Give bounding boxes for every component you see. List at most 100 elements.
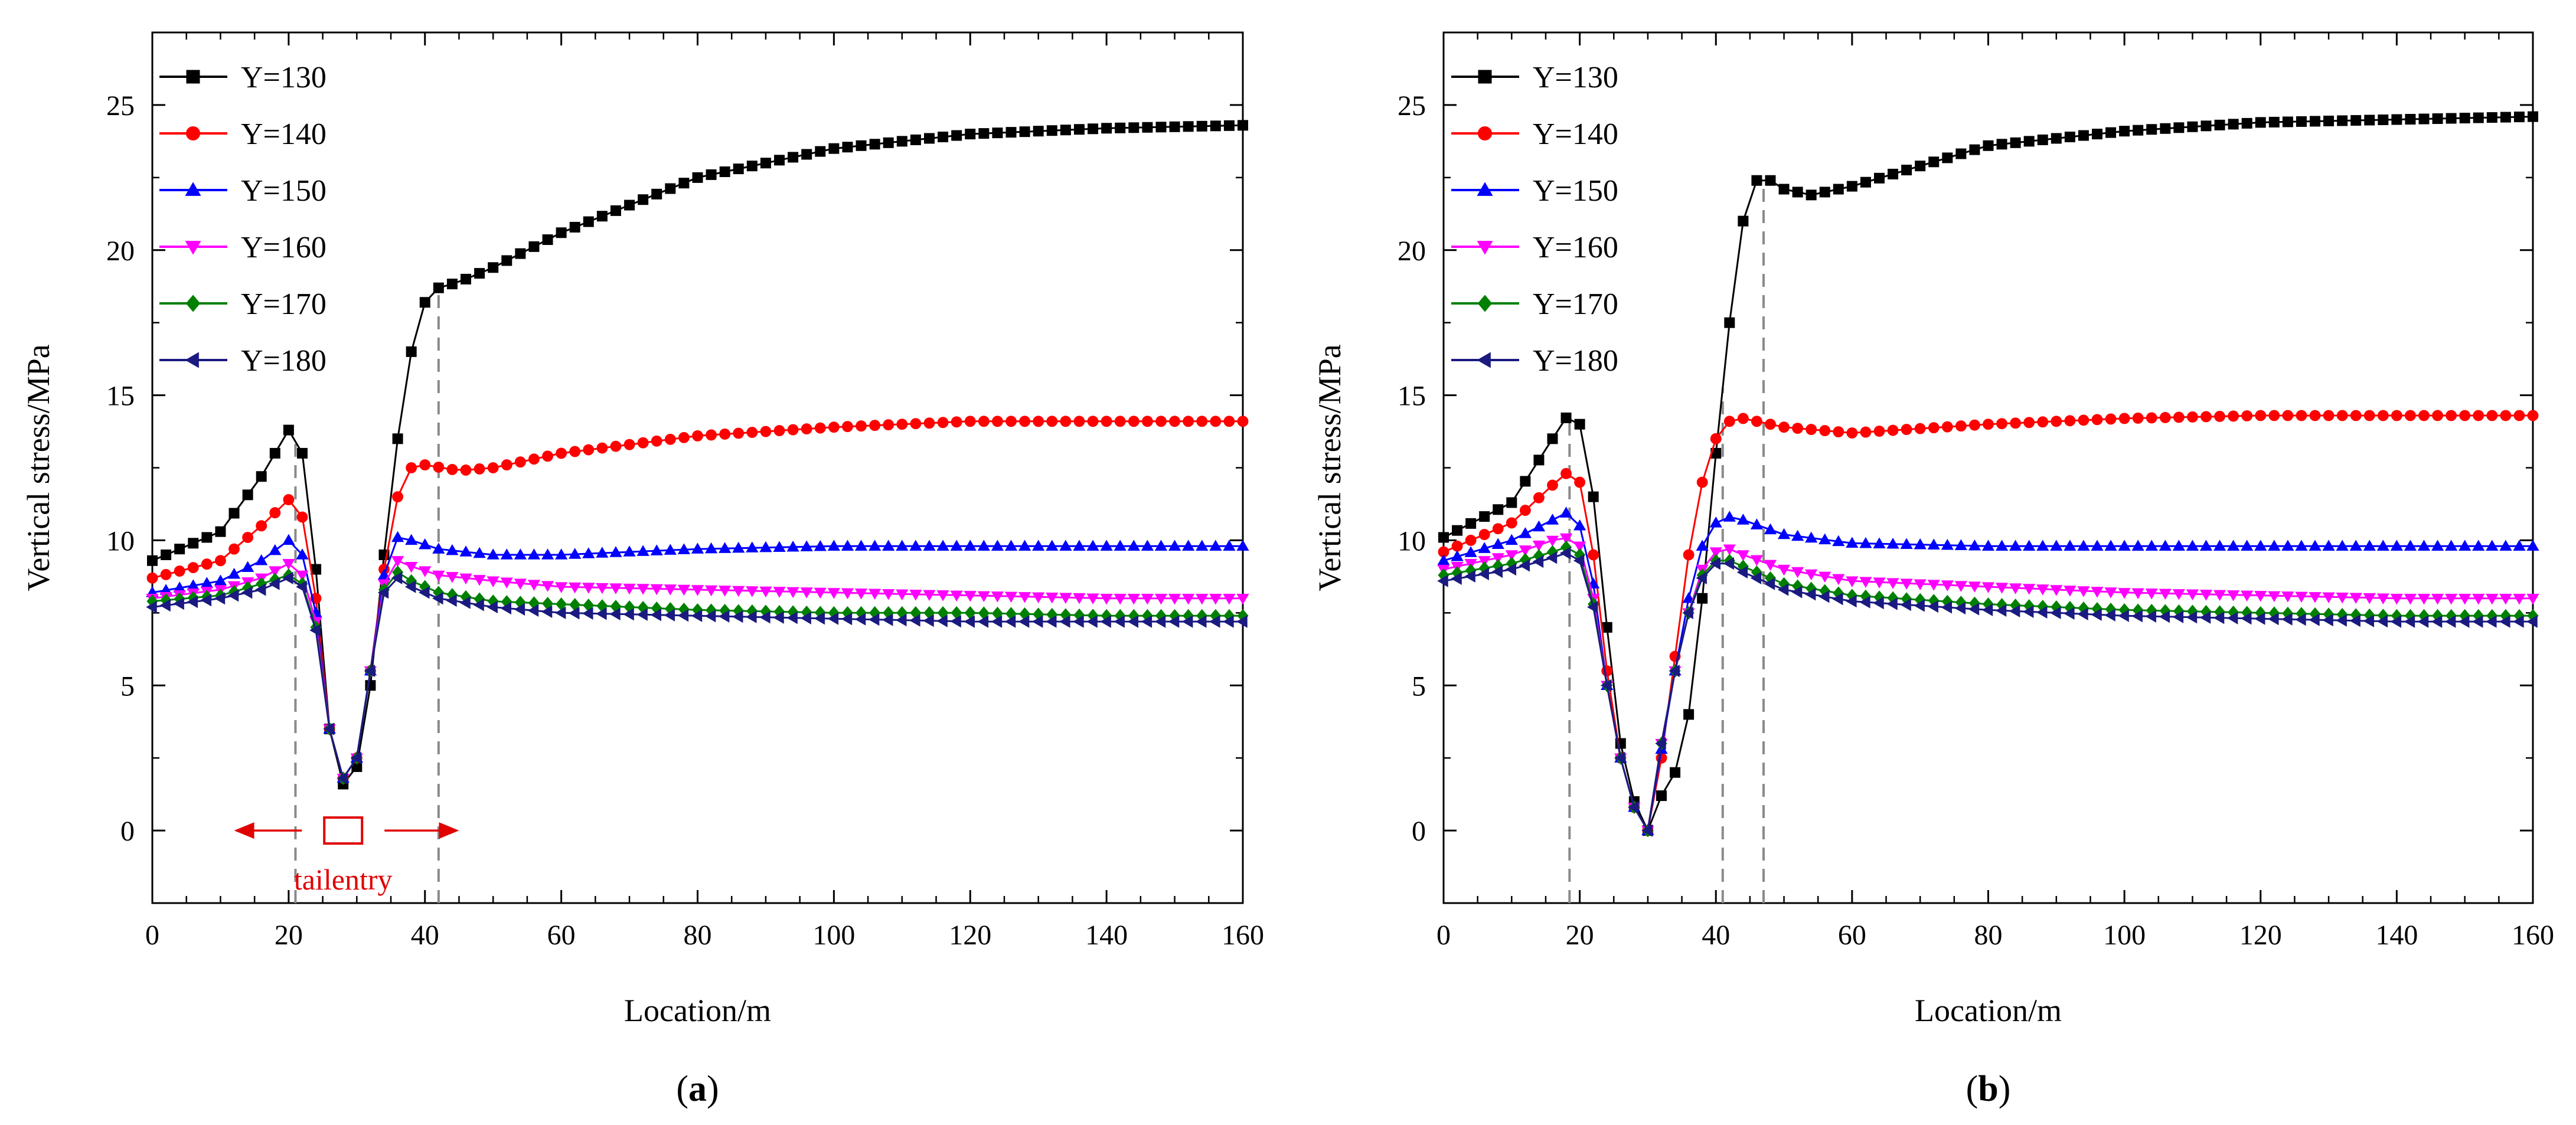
panel-a-data-point-Y=180 [254,583,266,596]
panel-a-data-point-Y=130 [624,200,635,211]
panel-a-data-point-Y=140 [556,447,567,459]
panel-a-data-point-Y=140 [856,420,867,432]
panel-a-data-point-Y=150 [1209,539,1222,551]
panel-a-data-point-Y=180 [759,611,770,624]
panel-a-data-point-Y=140 [1237,416,1249,427]
panel-b-data-point-Y=130 [2160,123,2171,134]
panel-b-data-point-Y=160 [1764,560,1777,571]
panel-a-data-point-Y=150 [554,548,568,560]
panel-a-data-point-Y=180 [568,607,580,620]
panel-b-data-point-Y=130 [2405,114,2416,125]
panel-b-data-point-Y=180 [2268,613,2279,626]
panel-b-legend-marker [1478,70,1492,84]
panel-b-data-point-Y=180 [2444,615,2456,628]
panel-b-data-point-Y=130 [1765,175,1776,186]
panel-b-data-point-Y=180 [1832,593,1843,606]
panel-a-data-point-Y=140 [923,417,935,429]
panel-b-data-point-Y=130 [2119,126,2130,137]
panel-a-data-point-Y=140 [1128,416,1140,427]
panel-b-data-point-Y=130 [1846,181,1857,192]
panel-b-data-point-Y=180 [2417,615,2429,628]
panel-a-data-point-Y=150 [1127,539,1140,551]
panel-a-data-point-Y=180 [391,571,403,584]
panel-a-data-point-Y=130 [1183,121,1194,132]
panel-b-data-point-Y=130 [2350,115,2362,126]
panel-b-data-point-Y=150 [1914,538,1927,550]
panel-b-data-point-Y=130 [1901,165,1912,176]
panel-a-y-tick-label: 15 [106,381,135,412]
panel-b-data-point-Y=140 [1887,424,1899,436]
panel-a-data-point-Y=180 [350,751,362,764]
panel-b-data-point-Y=140 [1928,422,1940,434]
panel-a-data-point-Y=130 [706,169,717,180]
panel-b-data-point-Y=140 [1860,426,1872,438]
panel-b-data-point-Y=140 [2446,410,2457,421]
panel-a-data-point-Y=140 [187,562,199,574]
panel-b-data-point-Y=160 [2199,590,2213,601]
panel-a-data-point-Y=160 [882,589,895,600]
panel-a-data-point-Y=130 [433,282,444,293]
panel-b-data-point-Y=160 [2131,588,2144,600]
panel-b-data-point-Y=140 [2473,410,2484,421]
panel-b-data-point-Y=150 [2390,539,2404,551]
panel-a-data-point-Y=180 [623,608,634,621]
panel-b-data-point-Y=180 [1451,572,1462,585]
panel-b-data-point-Y=150 [2091,539,2104,551]
panel-b-data-point-Y=130 [2378,114,2389,125]
panel-a-data-point-Y=150 [541,548,554,560]
panel-a-data-point-Y=140 [637,437,649,449]
panel-a-data-point-Y=130 [201,532,213,543]
panel-a-data-point-Y=130 [1142,122,1153,133]
panel-a-data-point-Y=150 [1086,539,1099,551]
panel-a-left-arrowhead [234,822,254,839]
panel-a-data-point-Y=180 [677,609,689,622]
panel-b-data-point-Y=130 [2310,116,2320,127]
panel-a-data-point-Y=130 [147,555,158,566]
panel-b-data-point-Y=140 [2118,413,2130,424]
panel-b-data-point-Y=140 [1778,421,1790,433]
panel-a-data-point-Y=180 [1154,615,1166,628]
panel-a-data-point-Y=130 [965,129,976,140]
panel-b-data-point-Y=160 [1832,574,1845,586]
panel-b-data-point-Y=160 [1532,540,1546,552]
panel-b-data-point-Y=150 [1451,550,1464,561]
panel-a-data-point-Y=130 [774,155,785,166]
panel-b-data-point-Y=180 [2104,609,2115,622]
panel-a-data-point-Y=150 [296,548,309,560]
panel-a-data-point-Y=130 [215,526,226,537]
panel-a-data-point-Y=130 [788,152,799,163]
panel-a-data-point-Y=150 [1004,539,1018,551]
panel-b-data-point-Y=160 [2444,594,2458,605]
panel-a-legend-marker [185,241,201,255]
panel-b-data-point-Y=150 [1559,506,1573,518]
panel-b-x-tick-label: 120 [2239,920,2282,951]
panel-b-data-point-Y=150 [1981,539,1995,551]
panel-b-data-point-Y=160 [2091,587,2104,598]
panel-b-y-tick-label: 10 [1398,525,1426,557]
panel-a-data-point-Y=140 [1060,416,1072,427]
panel-b-data-point-Y=180 [2254,612,2265,625]
panel-b-data-point-Y=160 [1546,535,1559,547]
panel-b-data-point-Y=160 [1914,579,1927,590]
panel-b-data-point-Y=140 [1451,540,1463,552]
panel-b-data-point-Y=130 [1724,317,1735,328]
panel-b-data-point-Y=150 [2131,539,2144,551]
panel-b-data-point-Y=150 [1723,511,1736,522]
panel-a-data-point-Y=160 [459,573,472,585]
panel-a-x-tick-label: 60 [547,920,576,951]
panel-b-data-point-Y=140 [2336,410,2348,421]
panel-a-data-point-Y=140 [1046,416,1058,427]
panel-b-data-point-Y=160 [1927,580,1940,591]
panel-a-data-point-Y=150 [977,539,990,551]
panel-a-right-arrowhead [439,822,459,839]
panel-a-data-point-Y=180 [241,586,253,599]
panel-b-data-point-Y=180 [1941,601,1953,614]
panel-a-data-point-Y=180 [923,614,934,627]
panel-a-data-point-Y=140 [787,424,799,436]
panel-a-data-point-Y=150 [664,544,677,555]
panel-a-data-point-Y=180 [404,580,416,593]
panel-a-data-point-Y=150 [582,547,595,558]
panel-a-data-point-Y=150 [704,542,718,554]
panel-a-data-point-Y=180 [1045,615,1057,628]
panel-b-data-point-Y=130 [1574,418,1585,430]
